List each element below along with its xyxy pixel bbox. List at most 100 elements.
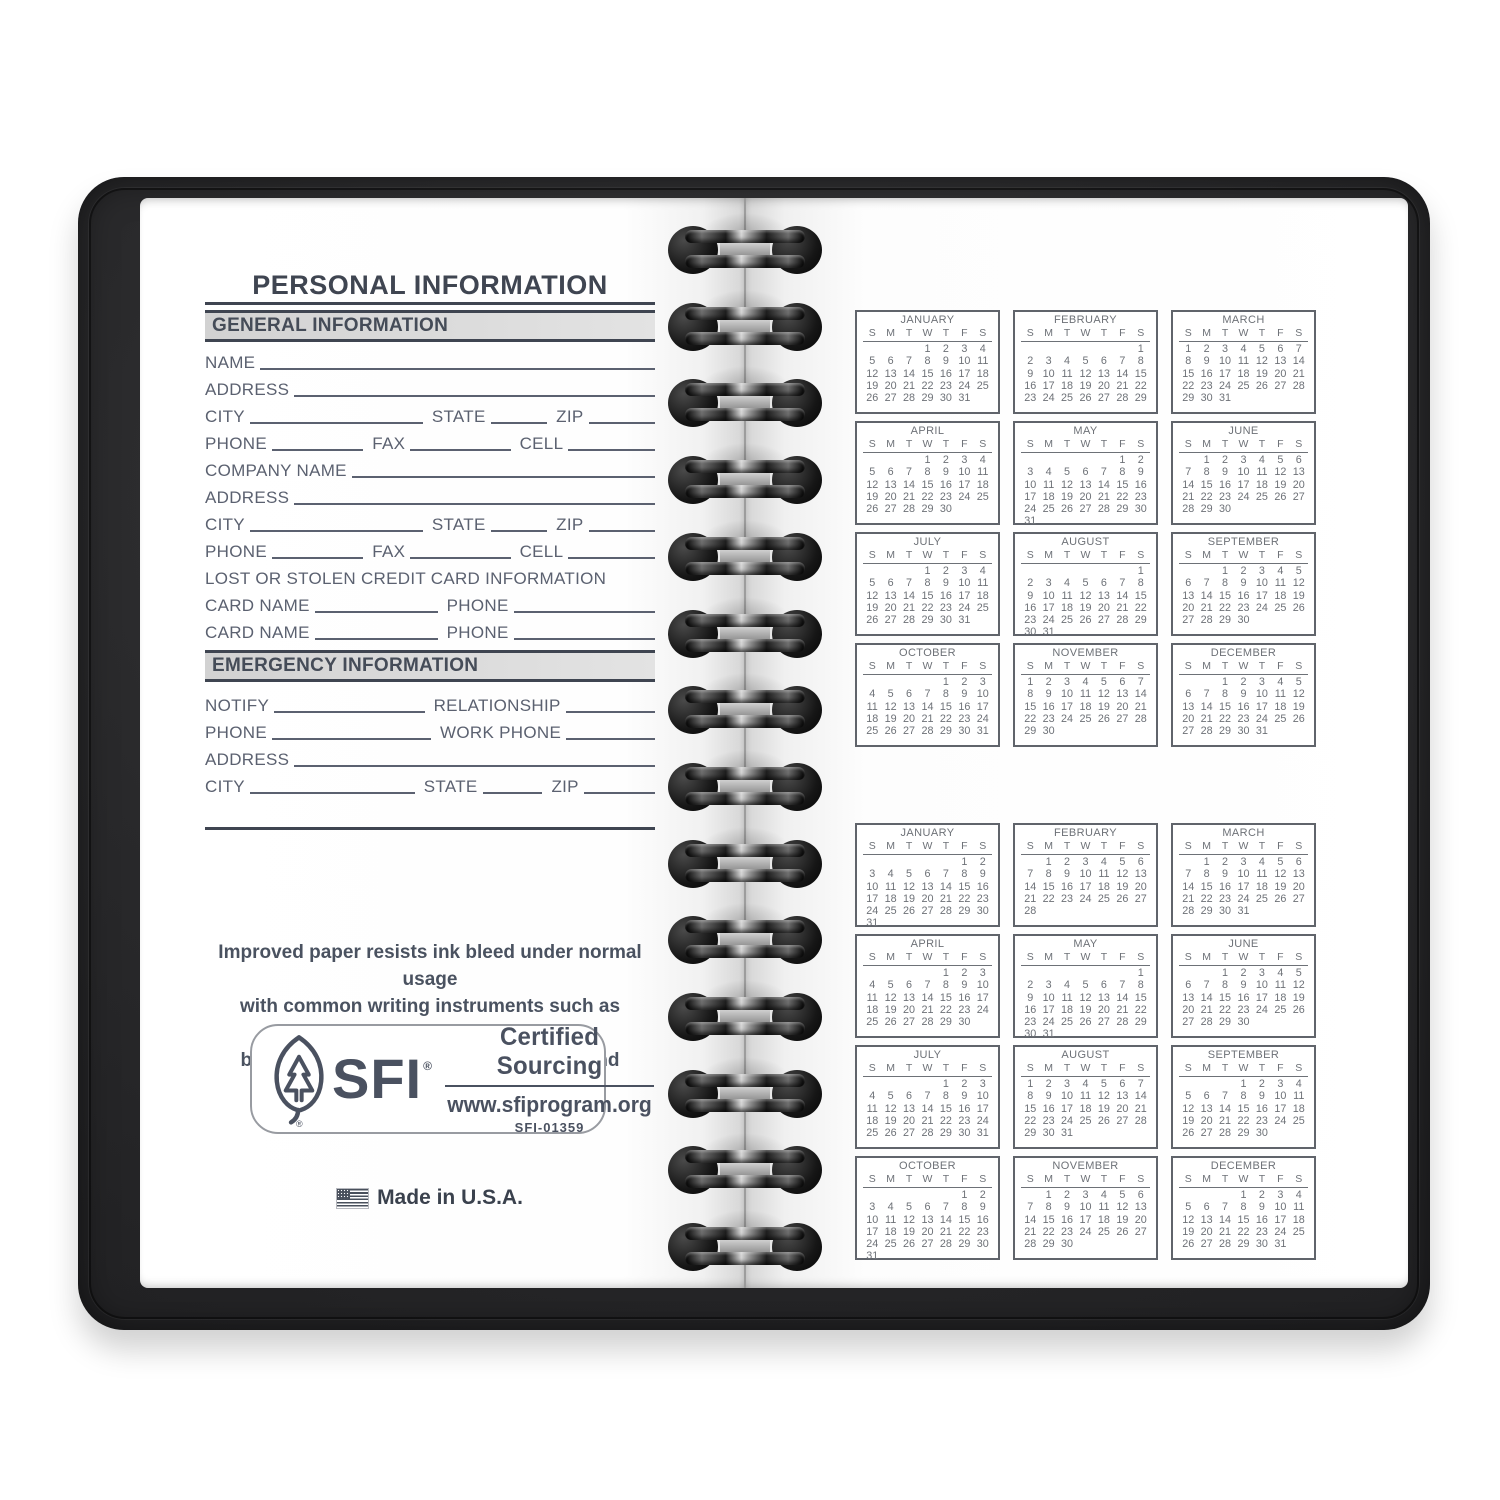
day-cell: 19 — [1292, 991, 1305, 1004]
day-cell: 7 — [1027, 868, 1034, 881]
day-cell: 25 — [866, 1127, 879, 1140]
day-cell: 22 — [958, 1225, 971, 1238]
day-cell: 18 — [1097, 880, 1110, 893]
day-cell: 20 — [1079, 490, 1092, 503]
day-cell: 13 — [921, 880, 934, 893]
day-cell: 8 — [924, 577, 931, 590]
day-cell: 18 — [1097, 1213, 1110, 1226]
day-cell: 28 — [1097, 503, 1110, 516]
day-cell: 28 — [1024, 905, 1037, 918]
day-cell: 4 — [979, 565, 986, 577]
day-cell: 18 — [1274, 700, 1287, 713]
day-cell: 24 — [976, 712, 989, 725]
day-cell: 3 — [1082, 1189, 1089, 1201]
day-of-week-letter: W — [922, 951, 933, 963]
day-cell: 1 — [924, 454, 931, 466]
field-label: ZIP — [556, 407, 584, 426]
day-cell: 16 — [958, 700, 971, 713]
day-cell: 17 — [958, 367, 971, 380]
day-cell: 3 — [1027, 466, 1034, 479]
day-cell: 26 — [884, 1127, 897, 1140]
day-cell: 20 — [1292, 478, 1305, 491]
day-of-week-letter: F — [961, 549, 968, 561]
day-cell: 11 — [977, 466, 989, 479]
day-cell: 12 — [1079, 991, 1092, 1004]
month-title: FEBRUARY — [1054, 827, 1117, 839]
day-cell: 13 — [1116, 1090, 1129, 1103]
day-cell: 26 — [866, 614, 879, 627]
day-cell: 3 — [1045, 577, 1052, 590]
day-of-week-letter: S — [1295, 840, 1303, 852]
day-cell: 8 — [1027, 1090, 1034, 1103]
day-cell: 20 — [1200, 1225, 1213, 1238]
day-cell: 4 — [1100, 856, 1107, 868]
day-grid: 1 2 3 4 5 6 7 8 9 10 11 12 13 14 15 16 17 18 19 20 21 22 23 24 2… — [1179, 454, 1308, 515]
day-cell: 14 — [1116, 991, 1129, 1004]
day-cell: 26 — [1116, 1225, 1129, 1238]
day-cell: 21 — [1219, 1225, 1232, 1238]
day-cell: 27 — [1097, 392, 1110, 405]
day-cell: 14 — [1292, 355, 1305, 368]
field-label: CARD NAME — [205, 596, 310, 615]
day-cell: 11 — [1256, 868, 1268, 881]
coil-wire-bottom — [685, 1098, 805, 1112]
day-of-week-letter: M — [1202, 951, 1211, 963]
day-cell: 14 — [903, 367, 916, 380]
day-cell: 29 — [1219, 725, 1232, 738]
day-cell: 18 — [884, 1225, 897, 1238]
month-calendar: DECEMBER S M T W T F S 1 2 3 4 5 6 7 8 9 10 11 12 13 14 15 16 17… — [1171, 1156, 1316, 1260]
form-row: CITY STATE ZIP — [205, 769, 655, 796]
day-cell: 28 — [903, 392, 916, 405]
day-cell: 1 — [1185, 343, 1192, 355]
day-cell: 16 — [939, 589, 952, 602]
day-cell: 6 — [1295, 856, 1302, 868]
day-cell: 7 — [1203, 688, 1210, 701]
day-cell: 18 — [884, 892, 897, 905]
day-of-week-letter: S — [1137, 438, 1145, 450]
blank-field-line — [513, 638, 655, 640]
day-cell: 13 — [1200, 1213, 1213, 1226]
day-cell: 30 — [1024, 626, 1037, 639]
day-of-week-letter: W — [1238, 1062, 1249, 1074]
form-row: ADDRESS — [205, 372, 655, 399]
day-cell: 31 — [1061, 1127, 1074, 1140]
day-of-week-letter: W — [1238, 438, 1249, 450]
day-cell: 27 — [1200, 1127, 1213, 1140]
day-cell: 15 — [939, 991, 952, 1004]
day-cell: 27 — [1182, 1016, 1195, 1029]
day-cell: 11 — [1043, 478, 1055, 491]
day-cell: 10 — [1255, 979, 1268, 992]
sfi-certification-label: ® SFI® Certified Sourcing www.sfiprogram… — [250, 1023, 655, 1135]
day-cell: 8 — [1222, 577, 1229, 590]
day-of-week-letter: S — [979, 438, 987, 450]
blank-field-line — [271, 449, 364, 451]
day-of-week-letter: F — [961, 660, 968, 672]
day-cell: 14 — [903, 589, 916, 602]
day-cell: 2 — [979, 1189, 986, 1201]
day-cell: 22 — [1182, 379, 1195, 392]
day-of-week-letter: W — [922, 327, 933, 339]
day-cell: 17 — [1061, 1102, 1074, 1115]
day-cell: 2 — [979, 856, 986, 868]
blank-field-line — [490, 422, 548, 424]
day-cell: 23 — [958, 1003, 971, 1016]
day-of-week-letter: W — [922, 549, 933, 561]
day-of-week-letter: T — [1100, 327, 1108, 339]
day-cell: 21 — [1024, 892, 1037, 905]
day-cell: 5 — [1295, 565, 1302, 577]
day-of-week-letter: S — [1026, 1062, 1034, 1074]
blank-field-line — [271, 738, 432, 740]
day-cell: 30 — [939, 392, 952, 405]
day-cell: 22 — [1134, 1003, 1147, 1016]
day-cell: 25 — [1274, 1003, 1287, 1016]
day-cell: 15 — [1237, 1102, 1250, 1115]
day-cell: 1 — [924, 565, 931, 577]
day-cell: 23 — [1237, 712, 1250, 725]
usa-flag-icon — [336, 1187, 370, 1209]
day-cell: 11 — [1061, 589, 1073, 602]
day-cell: 26 — [1292, 712, 1305, 725]
day-cell: 5 — [869, 577, 876, 590]
day-cell: 12 — [884, 1102, 897, 1115]
